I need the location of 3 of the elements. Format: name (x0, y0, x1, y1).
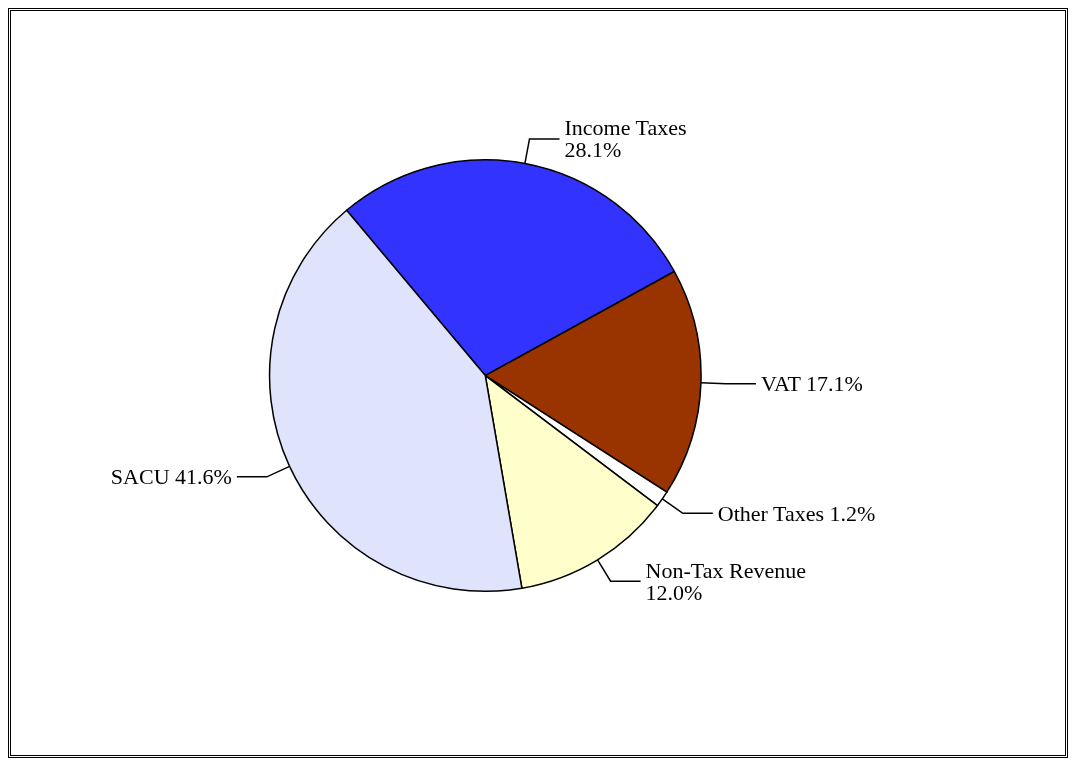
slice-label: Other Taxes 1.2% (717, 500, 876, 526)
slice-label: SACU 41.6% (110, 464, 232, 490)
slice-label: VAT 17.1% (760, 371, 863, 397)
